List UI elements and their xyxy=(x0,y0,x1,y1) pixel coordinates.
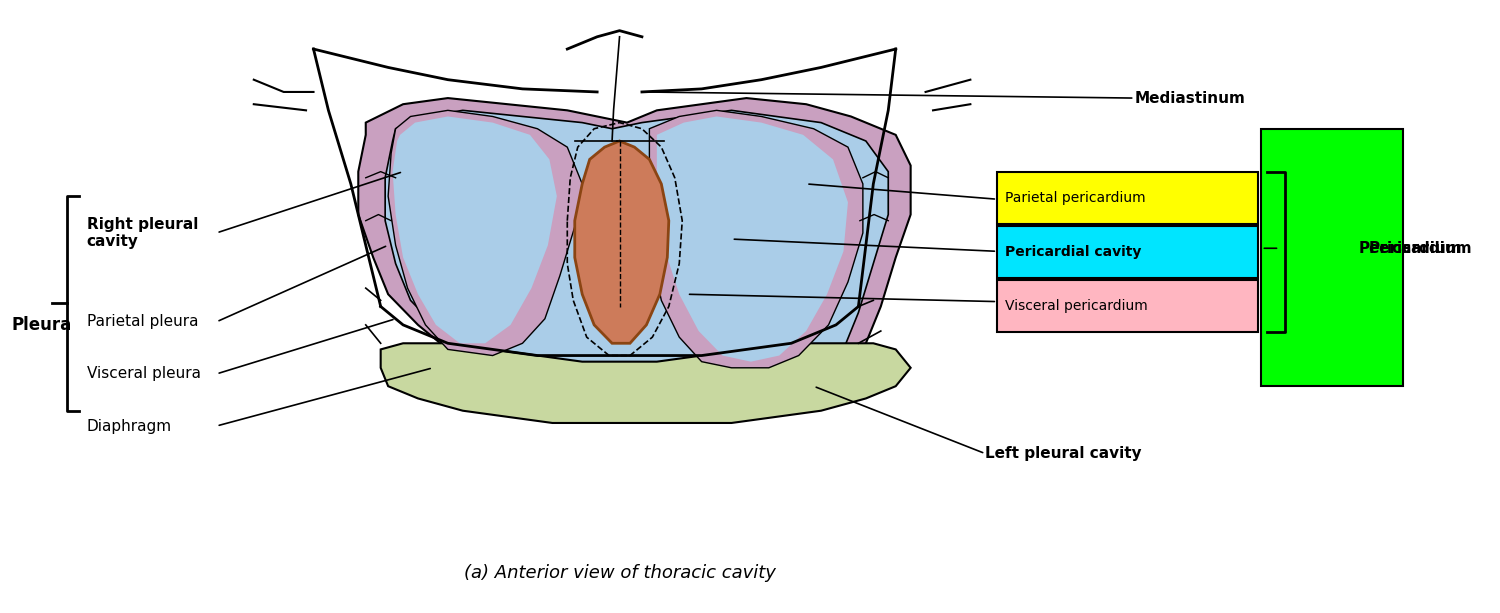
Text: Visceral pericardium: Visceral pericardium xyxy=(1005,299,1148,313)
PathPatch shape xyxy=(381,343,910,423)
PathPatch shape xyxy=(574,141,669,343)
PathPatch shape xyxy=(388,110,582,356)
Text: Parietal pericardium: Parietal pericardium xyxy=(1005,191,1146,205)
Text: Right pleural
cavity: Right pleural cavity xyxy=(87,217,198,249)
Text: Visceral pleura: Visceral pleura xyxy=(87,367,201,381)
PathPatch shape xyxy=(393,116,556,343)
Text: Left pleural cavity: Left pleural cavity xyxy=(986,446,1142,461)
FancyBboxPatch shape xyxy=(998,280,1258,332)
FancyBboxPatch shape xyxy=(998,172,1258,224)
Text: Mediastinum: Mediastinum xyxy=(1134,91,1245,105)
Text: Pericardium: Pericardium xyxy=(1359,241,1462,256)
Text: Parietal pleura: Parietal pleura xyxy=(87,314,198,329)
FancyBboxPatch shape xyxy=(998,226,1258,278)
PathPatch shape xyxy=(358,98,910,386)
PathPatch shape xyxy=(648,110,862,368)
Text: Diaphragm: Diaphragm xyxy=(87,419,171,433)
PathPatch shape xyxy=(657,116,847,362)
Text: Pleura: Pleura xyxy=(12,316,72,334)
Text: Pericardium: Pericardium xyxy=(1370,241,1473,256)
Text: Pericardial cavity: Pericardial cavity xyxy=(1005,245,1142,259)
PathPatch shape xyxy=(386,110,888,374)
Bar xyxy=(1262,129,1404,386)
Text: (a) Anterior view of thoracic cavity: (a) Anterior view of thoracic cavity xyxy=(464,565,776,582)
